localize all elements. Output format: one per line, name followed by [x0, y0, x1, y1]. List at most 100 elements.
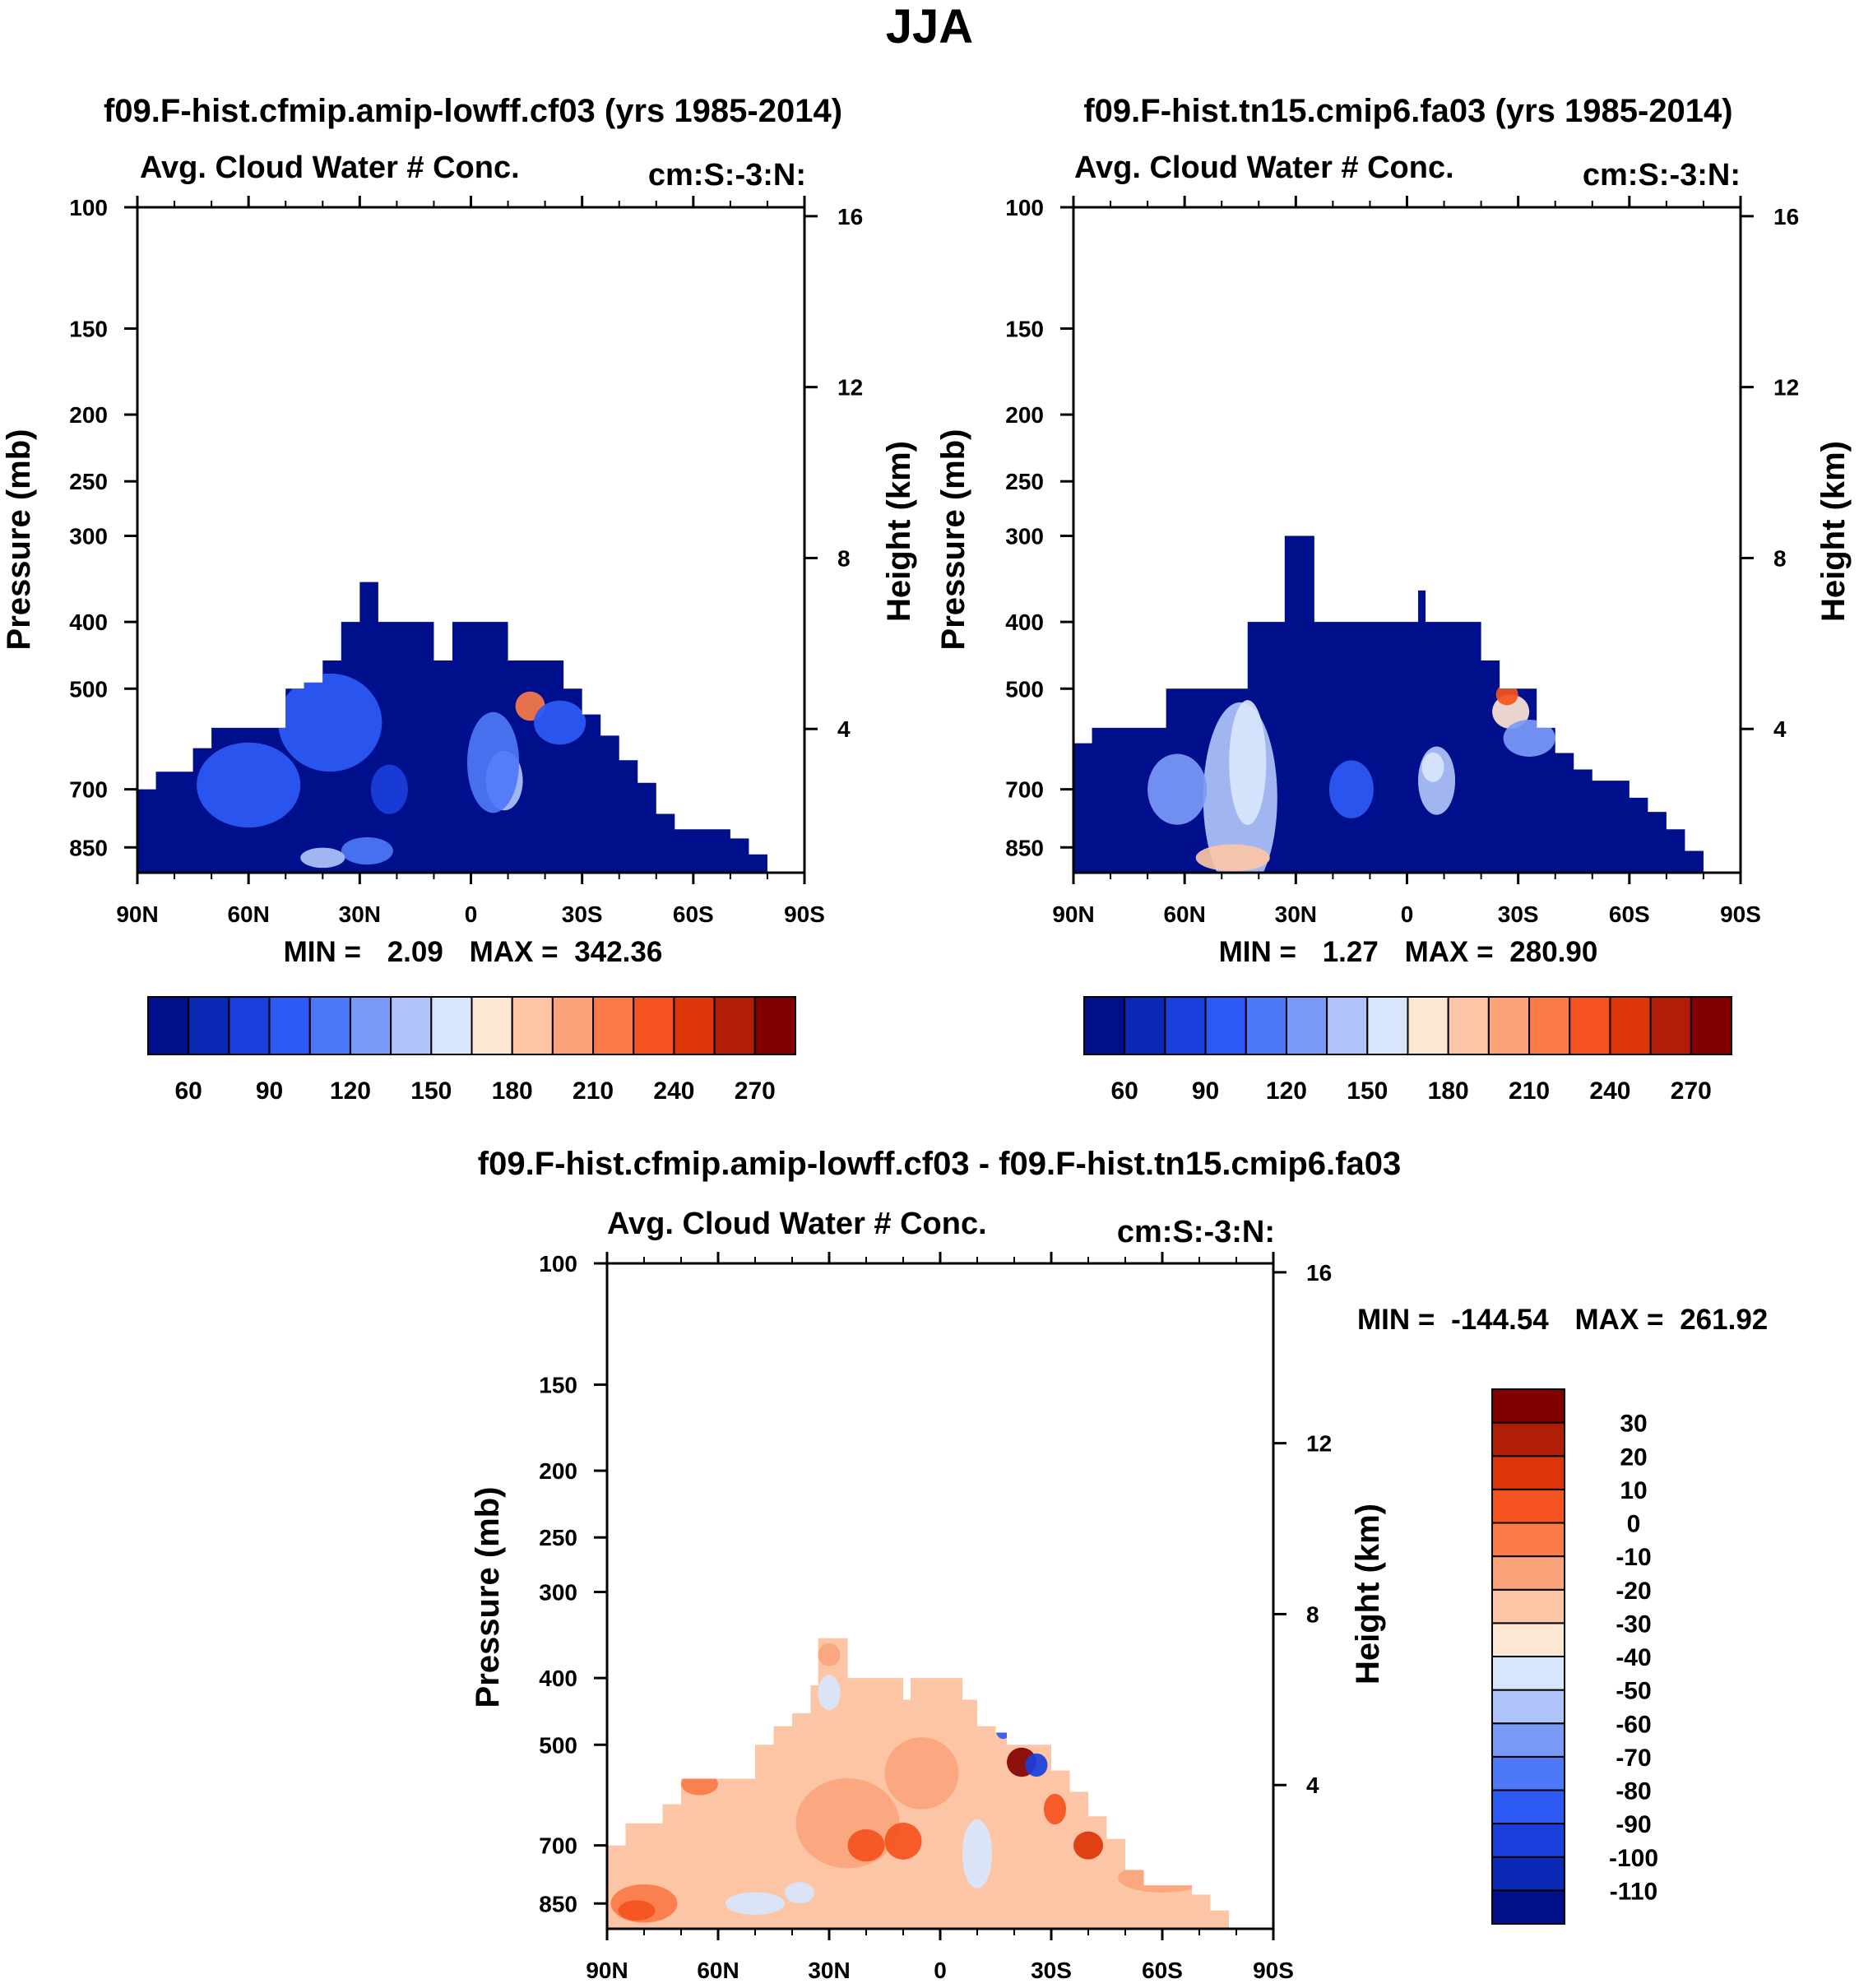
panel-1-colorbar-box	[188, 996, 230, 1055]
panel-1-colorbar-box	[228, 996, 271, 1055]
panel-1-colorbar-box	[592, 996, 635, 1055]
panel-3-y-tick-label: 500	[539, 1732, 577, 1758]
panel-3-colorbar-label: -70	[1616, 1745, 1651, 1772]
panel-1-max-label: MAX =	[470, 936, 559, 968]
panel-1-colorbar-box	[308, 996, 351, 1055]
panel-1-colorbar-label: 60	[175, 1077, 202, 1105]
panel-1-y-tick-label: 250	[69, 469, 108, 494]
panel-2-colorbar-box	[1407, 996, 1449, 1055]
panel-3-colorbar-box	[1491, 1622, 1565, 1657]
panel-1-x-tick-label: 90S	[784, 901, 825, 927]
panel-2-y2-label: Height (km)	[1815, 441, 1852, 622]
panel-3-y-tick-label: 700	[539, 1833, 577, 1859]
panel-1-colorbar-box	[753, 996, 796, 1055]
panel-1-contour-2	[197, 742, 301, 828]
panel-1-y-tick-label: 700	[69, 777, 108, 803]
panel-1-contour-4	[466, 711, 520, 813]
panel-1-x-tick-label: 90N	[116, 901, 158, 927]
panel-1-contour-1	[278, 673, 382, 772]
panel-3-colorbar-label: -40	[1616, 1644, 1651, 1671]
panel-2-max-label: MAX =	[1405, 936, 1494, 968]
panel-1-contour-7	[370, 764, 408, 814]
panel-1-contour-6	[341, 836, 393, 865]
panel-1-contour-8	[534, 700, 586, 745]
panel-1-colorbar: 60 90 120 150 180 210 240 270	[147, 996, 796, 1105]
panel-1-colorbar-box	[349, 996, 392, 1055]
panel-1-y-tick-label: 500	[69, 676, 108, 702]
panel-3-colorbar-box	[1491, 1889, 1565, 1925]
panel-2-stats: MIN = 1.27 MAX = 280.90	[1219, 936, 1598, 968]
panel-3-colorbar-label: 10	[1620, 1477, 1647, 1504]
panel-2-colorbar-label: 270	[1671, 1077, 1712, 1105]
panel-2-y-tick-label: 700	[1005, 777, 1044, 803]
panel-1-colorbar-box	[551, 996, 595, 1055]
panel-1-y-tick-label: 850	[69, 835, 108, 860]
panel-2-y-tick-label: 300	[1005, 524, 1044, 549]
panel-3-y-tick-label: 850	[539, 1891, 577, 1916]
panel-3-colorbar-box	[1491, 1789, 1565, 1825]
panel-2-field	[1073, 535, 1704, 873]
panel-2-colorbar-box	[1164, 996, 1207, 1055]
panel-3-y2-label: Height (km)	[1350, 1504, 1386, 1684]
panel-3-x-tick-label: 60S	[1142, 1958, 1183, 1983]
panel-3-x-tick-label: 30S	[1031, 1958, 1072, 1983]
panel-2-colorbar-label: 150	[1347, 1077, 1388, 1105]
panel-3-y-tick-label: 150	[539, 1372, 577, 1397]
panel-2-colorbar-label: 180	[1428, 1077, 1469, 1105]
panel-2-contour-8	[1495, 684, 1518, 706]
panel-1-colorbar-label: 240	[653, 1077, 694, 1105]
panel-1-y-tick-label: 100	[69, 195, 108, 220]
panel-1-y-tick-label: 300	[69, 524, 108, 549]
panel-3-colorbar-box	[1491, 1689, 1565, 1725]
panel-3-x-tick-label: 0	[934, 1958, 947, 1983]
panel-2-colorbar-label: 90	[1192, 1077, 1219, 1105]
panel-2-contour-9	[1503, 719, 1555, 757]
panel-1-colorbar-box	[713, 996, 756, 1055]
panel-3: f09.F-hist.cfmip.amip-lowff.cf03 - f09.F…	[470, 1146, 1768, 1983]
panel-3-contour-11	[1025, 1753, 1048, 1777]
panel-1-y2-label: Height (km)	[881, 441, 917, 622]
panel-2-colorbar-box	[1285, 996, 1328, 1055]
panel-1-x-tick-label: 60S	[673, 901, 714, 927]
panel-1-colorbar-label: 150	[410, 1077, 452, 1105]
panel-1-plot-title: Avg. Cloud Water # Conc.	[140, 151, 520, 185]
panel-3-contour-14	[818, 1675, 841, 1711]
panel-1-colorbar-label: 120	[330, 1077, 371, 1105]
panel-2-contour-3	[1195, 844, 1270, 872]
panel-3-colorbar-label: -110	[1610, 1878, 1657, 1905]
panel-2-max-value: 280.90	[1509, 936, 1597, 968]
panel-3-contour-13	[995, 1719, 1011, 1740]
panel-3-y-tick-label: 400	[539, 1666, 577, 1691]
panel-2-y-tick-label: 850	[1005, 835, 1044, 860]
panel-2-colorbar: 60 90 120 150 180 210 240 270	[1083, 996, 1732, 1105]
panel-3-contour-1	[618, 1900, 656, 1921]
panel-2-colorbar-label: 240	[1589, 1077, 1630, 1105]
panel-3-colorbar-box	[1491, 1823, 1565, 1858]
panel-3-y-tick-label: 100	[539, 1251, 577, 1277]
panel-2-y-tick-label: 100	[1005, 195, 1044, 220]
panel-2-y-tick-label: 400	[1005, 609, 1044, 635]
panel-1-stats: MIN = 2.09 MAX = 342.36	[284, 936, 663, 968]
panel-3-colorbar-box	[1491, 1755, 1565, 1791]
panel-1-max-value: 342.36	[574, 936, 662, 968]
panel-2-units: cm:S:-3:N:	[1583, 158, 1741, 192]
panel-3-plot-area	[607, 1638, 1229, 1929]
panel-2-title: f09.F-hist.tn15.cmip6.fa03 (yrs 1985-201…	[1083, 93, 1732, 129]
panel-2-contour-2	[1147, 753, 1208, 825]
panel-3-contour-9	[962, 1819, 992, 1888]
panel-3-colorbar-box	[1491, 1455, 1565, 1490]
panel-1-x-tick-label: 60N	[227, 901, 269, 927]
panel-1-y2-tick-label: 12	[837, 375, 863, 401]
panel-3-colorbar-box	[1491, 1388, 1565, 1424]
panel-2-x-tick-label: 90N	[1052, 901, 1094, 927]
panel-2-colorbar-box	[1366, 996, 1409, 1055]
panel-3-x-tick-label: 60N	[697, 1958, 739, 1983]
panel-3-max-label: MAX =	[1575, 1304, 1664, 1336]
panel-2-colorbar-box	[1447, 996, 1490, 1055]
panel-2-colorbar-box	[1326, 996, 1369, 1055]
panel-3-colorbar-box	[1491, 1488, 1565, 1524]
panel-2-colorbar-box	[1609, 996, 1652, 1055]
panel-2-colorbar-box	[1487, 996, 1531, 1055]
panel-1-colorbar-label: 90	[256, 1077, 283, 1105]
